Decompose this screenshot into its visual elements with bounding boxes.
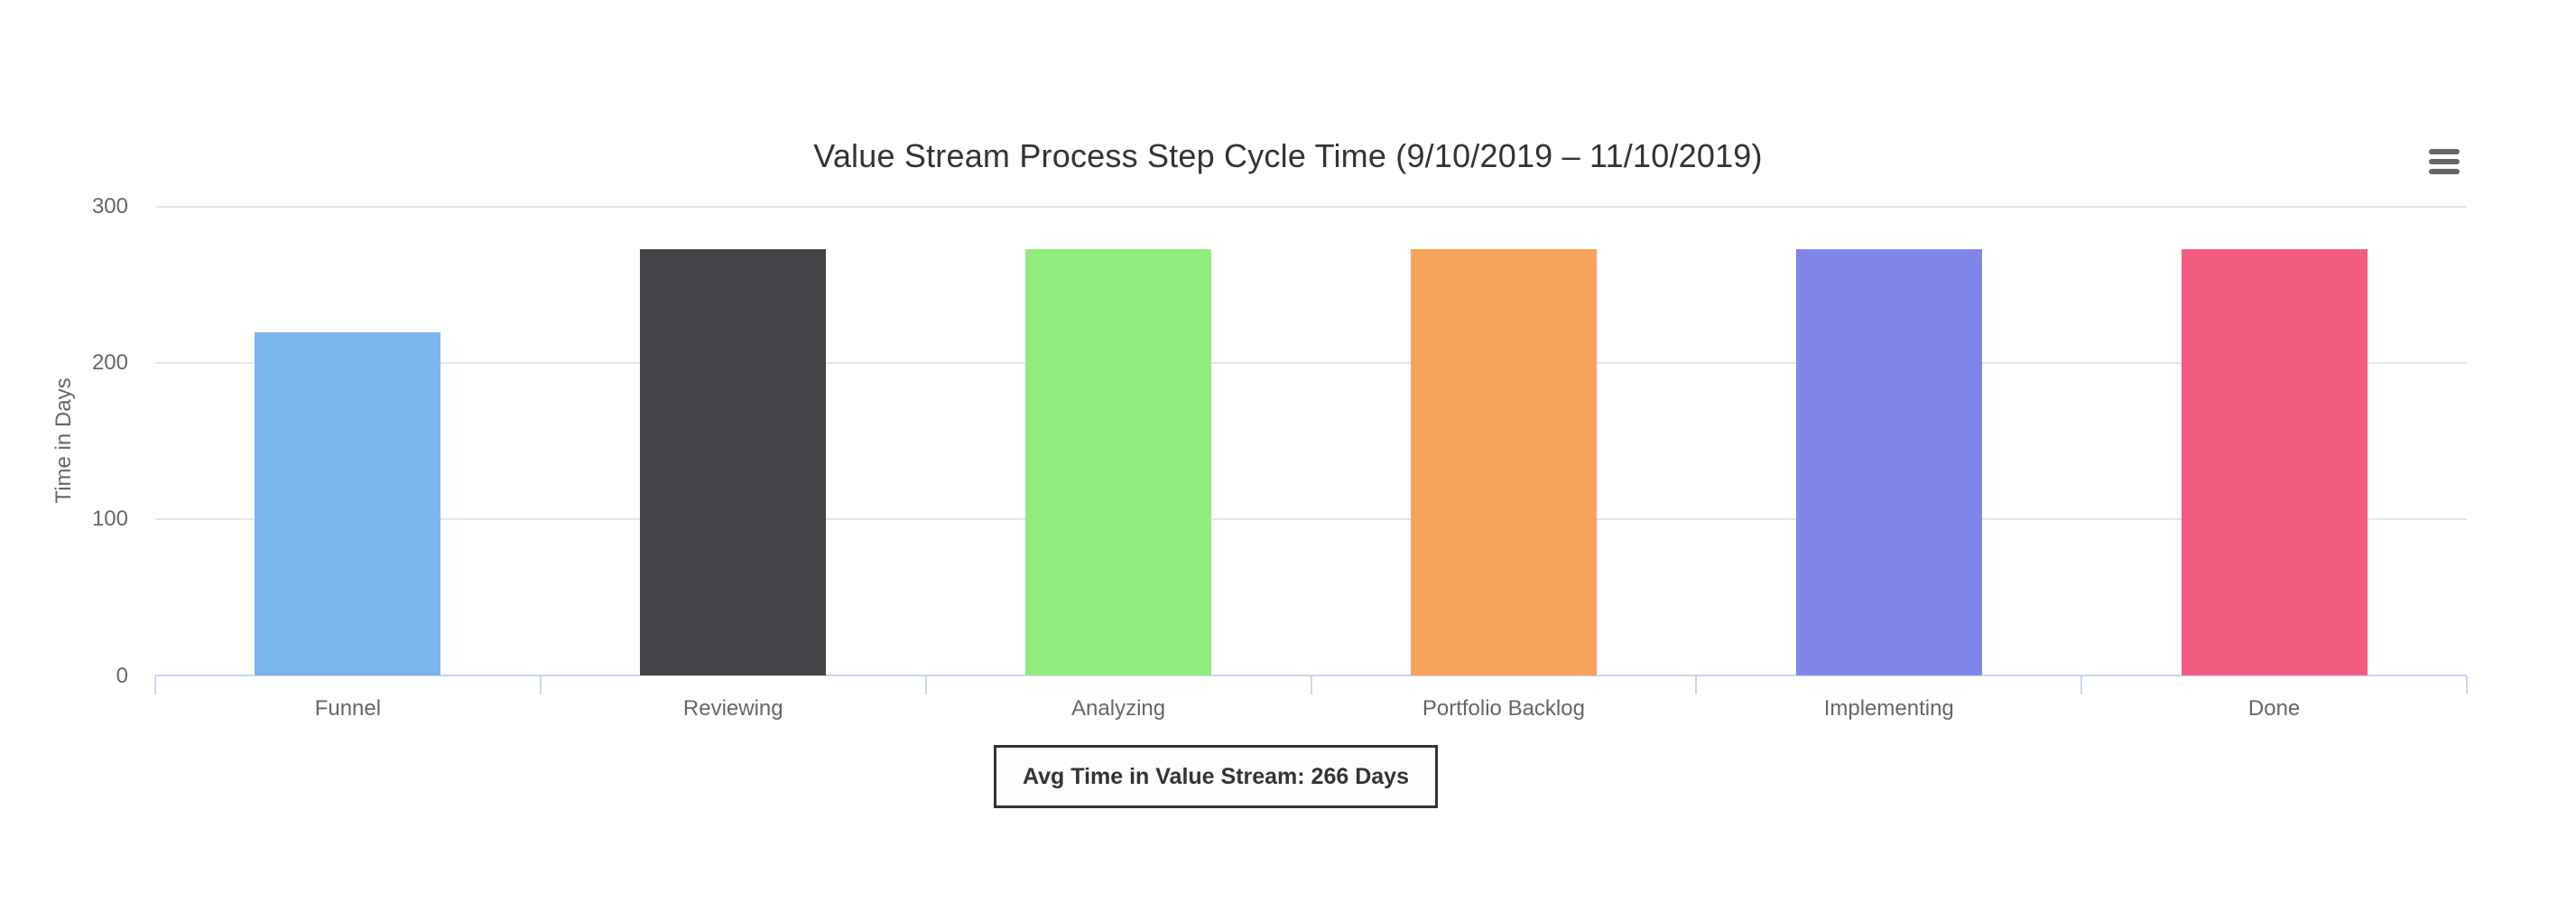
x-category-label: Portfolio Backlog <box>1422 695 1585 721</box>
x-category-label: Funnel <box>314 695 382 721</box>
grid-line <box>155 206 2467 208</box>
hamburger-icon <box>2429 148 2461 174</box>
x-axis-tick <box>924 675 927 694</box>
y-tick-label: 200 <box>91 350 128 376</box>
x-axis-tick <box>1695 675 1698 694</box>
bar-reviewing[interactable] <box>640 248 827 676</box>
grid-line <box>155 518 2467 521</box>
bar-funnel[interactable] <box>255 331 441 676</box>
avg-time-box: Avg Time in Value Stream: 266 Days <box>994 745 1438 808</box>
x-axis-tick <box>539 675 542 694</box>
x-axis-tick <box>154 675 156 694</box>
chart-context-menu-button[interactable] <box>2426 144 2464 182</box>
x-category-label: Analyzing <box>1071 695 1166 721</box>
bar-analyzing[interactable] <box>1025 248 1212 676</box>
x-axis-tick <box>2466 675 2468 694</box>
bar-implementing[interactable] <box>1795 248 1982 676</box>
x-axis-tick <box>2080 675 2083 694</box>
y-tick-label: 100 <box>91 507 128 532</box>
x-category-label: Reviewing <box>682 695 783 721</box>
bar-done[interactable] <box>2181 248 2368 676</box>
x-category-label: Done <box>2247 695 2301 721</box>
grid-line <box>155 362 2467 365</box>
chart-title: Value Stream Process Step Cycle Time (9/… <box>813 137 1763 174</box>
y-tick-label: 300 <box>91 194 128 219</box>
bar-portfolio-backlog[interactable] <box>1410 248 1597 676</box>
x-axis-tick <box>1310 675 1312 694</box>
y-tick-label: 0 <box>116 663 128 688</box>
x-category-label: Implementing <box>1823 695 1954 721</box>
avg-time-label: Avg Time in Value Stream: 266 Days <box>1023 763 1409 789</box>
x-axis-line <box>155 674 2467 676</box>
